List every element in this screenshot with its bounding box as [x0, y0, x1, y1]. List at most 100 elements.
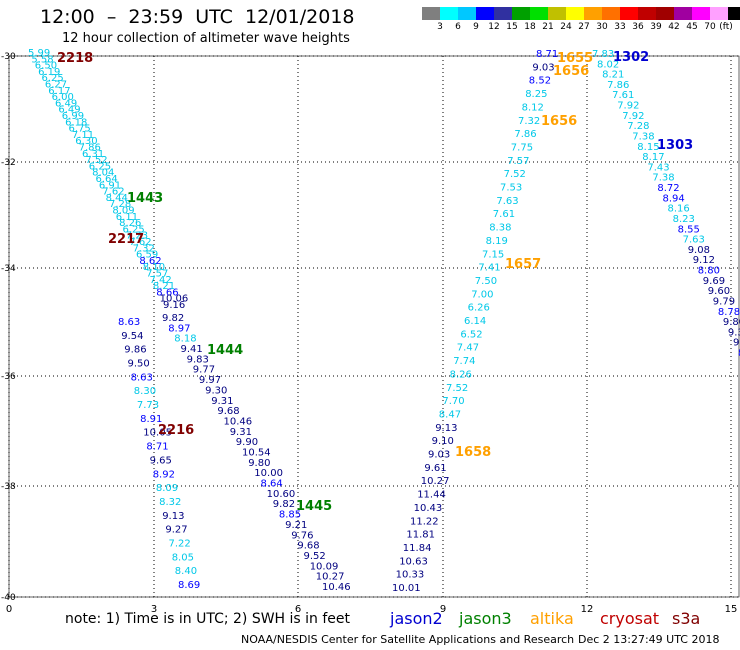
- swh-value: 10.05: [143, 428, 172, 439]
- map-subtitle: 12 hour collection of altimeter wave hei…: [62, 31, 350, 46]
- swh-value: 6.25: [89, 161, 111, 172]
- swh-value: 8.63: [131, 372, 153, 383]
- swh-value: 7.53: [500, 183, 522, 194]
- x-tick-label: 6: [295, 604, 301, 615]
- orbit-number-label: 2218: [57, 51, 93, 66]
- swh-value: 7.38: [652, 173, 674, 184]
- swh-value: 6.00: [52, 92, 74, 103]
- orbit-number-label: 1658: [455, 445, 491, 460]
- legend-tick-label: 39: [650, 22, 662, 32]
- swh-value: 9.77: [193, 365, 215, 376]
- swh-value: 9.76: [291, 530, 313, 541]
- swh-value: 7.52: [504, 169, 526, 180]
- orbit-number-label: 1445: [296, 499, 332, 514]
- swh-value: 8.94: [663, 193, 685, 204]
- swh-value: 8.52: [529, 76, 551, 87]
- swh-value: 9.52: [304, 551, 326, 562]
- swh-value: 8.71: [536, 49, 558, 60]
- swh-value: 10.46: [224, 417, 253, 428]
- swh-value: 10.33: [396, 570, 425, 581]
- orbit-number-label: 1656: [553, 64, 589, 79]
- swh-value: 6.50: [35, 61, 57, 72]
- swh-value: 8.40: [175, 566, 197, 577]
- swh-value: 9.54: [121, 331, 143, 342]
- swh-value: 7.23: [126, 231, 148, 242]
- swh-value: 6.14: [464, 316, 486, 327]
- swh-value: 10.54: [242, 448, 271, 459]
- swh-value: 8.21: [153, 281, 175, 292]
- swh-value: 8.72: [657, 183, 679, 194]
- swh-value: 7.00: [471, 289, 493, 300]
- swh-value: 8.21: [602, 70, 624, 81]
- swh-value: 8.71: [146, 442, 168, 453]
- swh-value: 9.82: [273, 499, 295, 510]
- swh-value: 8.25: [525, 89, 547, 100]
- swh-value: 8.30: [134, 386, 156, 397]
- swh-value: 8.26: [450, 369, 472, 380]
- swh-value: 8.91: [140, 414, 162, 425]
- map-grid: 0 3 6 9 12 15 -30 -32 -34 -36 -38 -40: [1, 52, 740, 615]
- swh-value: 8.04: [92, 168, 114, 179]
- credit-text: NOAA/NESDIS Center for Satellite Applica…: [241, 633, 575, 646]
- legend-swatch: [728, 7, 740, 20]
- legend-swatch: [476, 7, 494, 20]
- swh-value: 7.52: [446, 383, 468, 394]
- legend-swatch: [710, 7, 728, 20]
- swh-value: 9.86: [124, 345, 146, 356]
- orbit-number-label: 2217: [108, 232, 144, 247]
- legend-tick-label: 45: [686, 22, 698, 32]
- swh-value: 6.64: [96, 174, 118, 185]
- legend-swatch: [656, 7, 674, 20]
- swh-value: 6.25: [42, 73, 64, 84]
- swh-value: 7.32: [518, 116, 540, 127]
- swh-value: 6.18: [65, 117, 87, 128]
- swh-value: 6.11: [116, 212, 138, 223]
- swh-value: 9.97: [199, 375, 221, 386]
- swh-value: 9.12: [693, 255, 715, 266]
- swh-value: 5.58: [31, 54, 53, 65]
- swh-value: 6.52: [460, 329, 482, 340]
- swh-value: 9.31: [211, 396, 233, 407]
- swh-value: 5.99: [28, 48, 50, 59]
- swh-value: 6.49: [58, 105, 80, 116]
- satellite-name-jason3: jason3: [459, 609, 512, 628]
- swh-value: 7.70: [442, 396, 464, 407]
- swh-value: 9.08: [688, 245, 710, 256]
- legend-tick-label: 21: [542, 22, 554, 32]
- swh-value: 9.10: [432, 436, 454, 447]
- orbit-number-label: 1443: [127, 191, 163, 206]
- orbit-number-label: 1657: [505, 257, 541, 272]
- swh-value: 7.75: [511, 143, 533, 154]
- swh-value: 6.30: [75, 136, 97, 147]
- swh-value: 6.27: [45, 80, 67, 91]
- swh-value: 7.86: [79, 143, 101, 154]
- swh-value: 8.23: [673, 214, 695, 225]
- legend-swatch: [440, 7, 458, 20]
- swh-value: 9.39: [728, 327, 740, 338]
- swh-value: 7.47: [457, 343, 479, 354]
- swh-value: 8.02: [597, 59, 619, 70]
- swh-value: 9.41: [181, 344, 203, 355]
- legend-swatch: [566, 7, 584, 20]
- swh-value: 7.62: [129, 237, 151, 248]
- y-tick-label: -30: [1, 52, 16, 62]
- swh-value: 9.65: [150, 455, 172, 466]
- swh-value: 8.66: [156, 287, 178, 298]
- swh-value: 9.83: [187, 354, 209, 365]
- swh-value: 9.68: [297, 541, 319, 552]
- swh-value: 6.49: [55, 98, 77, 109]
- legend-tick-label: 18: [524, 22, 536, 32]
- swh-value: 10.27: [316, 572, 345, 583]
- swh-value: 10.46: [322, 582, 351, 593]
- swh-value: 7.11: [72, 130, 94, 141]
- swh-value: 8.96: [738, 348, 740, 359]
- swh-value: 7.50: [475, 276, 497, 287]
- swh-value: 10.06: [160, 294, 189, 305]
- swh-value: 7.61: [612, 90, 634, 101]
- swh-value: 7.86: [514, 129, 536, 140]
- swh-value: 8.26: [119, 218, 141, 229]
- swh-value: 7.42: [150, 275, 172, 286]
- swh-value: 10.01: [392, 583, 421, 594]
- legend-tick-label: 9: [473, 22, 479, 32]
